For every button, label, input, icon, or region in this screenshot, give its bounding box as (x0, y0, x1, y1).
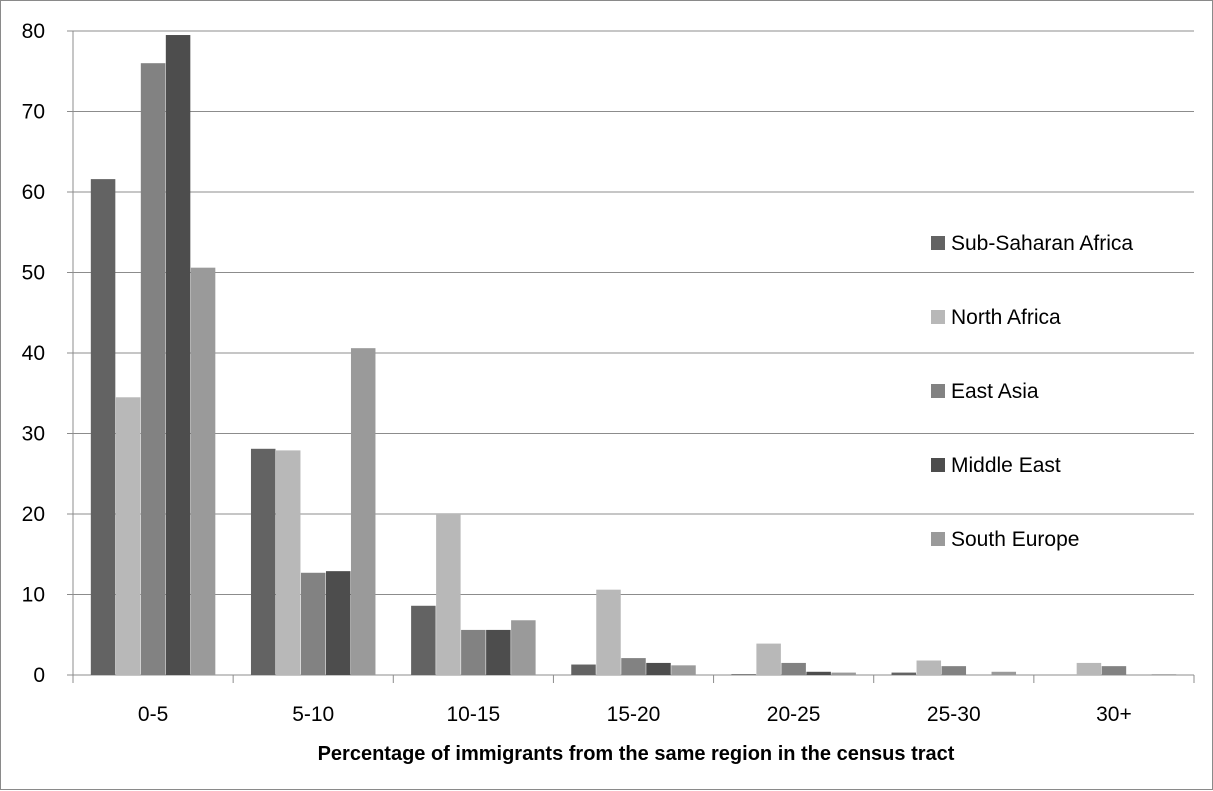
bar (1076, 662, 1102, 675)
bar (250, 448, 276, 675)
bar (140, 63, 166, 675)
bar (781, 662, 806, 675)
x-tick-label: 10-15 (446, 703, 500, 726)
bar (941, 666, 967, 675)
x-tick-label: 30+ (1096, 703, 1132, 726)
bar (571, 664, 596, 675)
bar (511, 620, 536, 675)
x-tick-label: 5-10 (292, 703, 334, 726)
bar (115, 397, 141, 675)
x-axis-title: Percentage of immigrants from the same r… (318, 743, 955, 765)
bar (916, 660, 942, 675)
bar (731, 674, 756, 675)
bar (756, 643, 781, 675)
bar (596, 589, 621, 675)
bar (806, 671, 831, 675)
bar (300, 572, 326, 675)
y-tick-label: 70 (22, 101, 45, 124)
legend-label: East Asia (951, 380, 1039, 403)
axes (67, 30, 1195, 683)
legend-swatch (931, 236, 945, 250)
legend-label: South Europe (951, 528, 1079, 551)
legend-label: Sub-Saharan Africa (951, 232, 1133, 255)
y-tick-label: 20 (22, 503, 45, 526)
x-tick-label: 0-5 (138, 703, 168, 726)
bar (991, 671, 1017, 675)
bar (486, 629, 511, 675)
x-tick-label: 20-25 (767, 703, 821, 726)
y-tick-label: 30 (22, 423, 45, 446)
x-tick-label: 15-20 (607, 703, 661, 726)
bar (461, 629, 486, 675)
y-tick-label: 40 (22, 342, 45, 365)
x-tick-label: 25-30 (927, 703, 981, 726)
bar (891, 672, 917, 675)
tick-labels: 0 10 20 30 40 50 60 70 80 0-5 5-10 10-15 15-20 20-25 2… (22, 20, 1132, 726)
legend-swatch (931, 384, 945, 398)
bar (275, 450, 301, 675)
bar (90, 179, 116, 675)
bar (165, 35, 191, 675)
y-tick-label: 80 (22, 20, 45, 43)
bar (621, 658, 646, 675)
bar (1101, 666, 1127, 675)
bar (831, 672, 856, 675)
bar (350, 348, 376, 675)
legend-label: Middle East (951, 454, 1061, 477)
legend-swatch (931, 458, 945, 472)
bar (1151, 674, 1177, 675)
legend-swatch (931, 310, 945, 324)
bar (646, 662, 671, 675)
y-tick-label: 60 (22, 181, 45, 204)
y-tick-label: 0 (33, 664, 45, 687)
legend-swatch (931, 532, 945, 546)
legend: Sub-Saharan Africa North Africa East Asia M… (931, 232, 1133, 551)
y-tick-label: 10 (22, 584, 45, 607)
bar (325, 571, 351, 675)
bar (671, 665, 696, 675)
y-tick-label: 50 (22, 262, 45, 285)
bar (190, 267, 216, 675)
legend-label: North Africa (951, 306, 1061, 329)
bars (90, 35, 1177, 675)
bar (436, 514, 461, 675)
bar (411, 605, 436, 675)
